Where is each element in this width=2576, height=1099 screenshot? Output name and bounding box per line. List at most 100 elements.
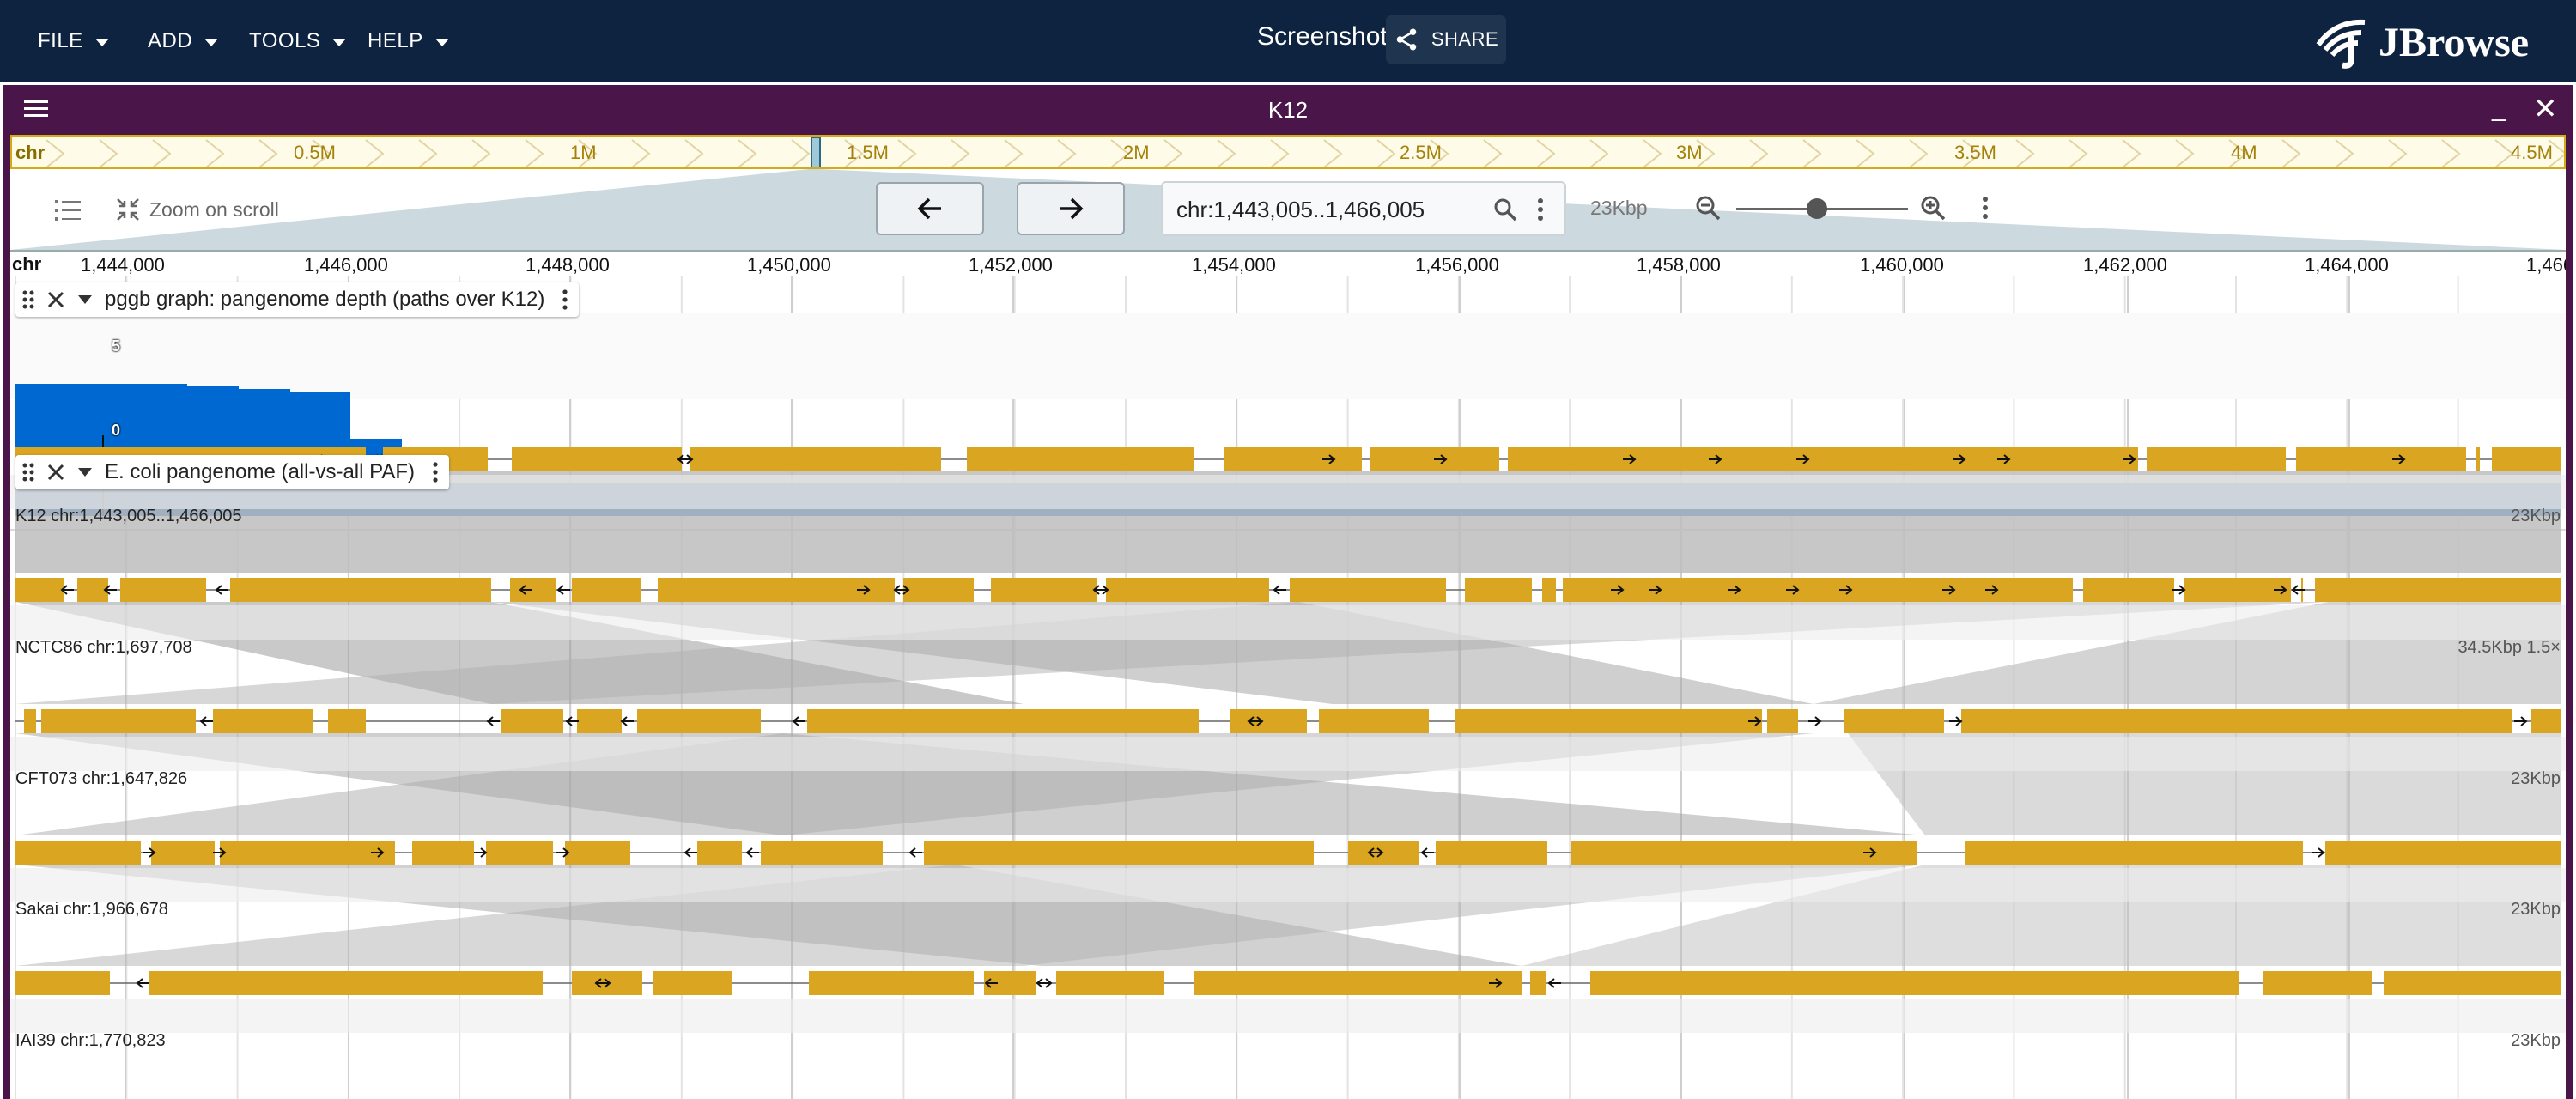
more-vert-icon[interactable] bbox=[1535, 197, 1546, 222]
location-text: chr:1,443,005..1,466,005 bbox=[1176, 197, 1425, 222]
pan-left-button[interactable] bbox=[876, 182, 984, 235]
dropdown-icon[interactable] bbox=[77, 467, 93, 477]
caret-down-icon bbox=[332, 39, 347, 46]
linear-genome-view: K12 _ ✕ chr 0.5M 1M 1.5M 2M 2.5M 3M 3.5M… bbox=[3, 85, 2573, 1099]
overview-chevron bbox=[2175, 139, 2195, 167]
zoom-in-icon[interactable] bbox=[1918, 193, 1947, 222]
synteny-feature bbox=[2476, 447, 2480, 471]
strand-arrow bbox=[1092, 585, 1106, 595]
synteny-row-label[interactable]: Sakai chr:1,966,678 bbox=[15, 900, 168, 919]
zoom-out-icon[interactable] bbox=[1693, 193, 1722, 222]
depth-track-background bbox=[10, 313, 2566, 399]
overview-chevron bbox=[631, 139, 651, 167]
strand-arrow bbox=[1863, 847, 1877, 858]
strand-arrow bbox=[60, 585, 74, 595]
overview-chevron bbox=[418, 139, 438, 167]
strand-arrow bbox=[1985, 585, 1999, 595]
row-strip bbox=[10, 999, 2566, 1033]
synteny-feature bbox=[1056, 971, 1164, 995]
synteny-feature bbox=[1455, 709, 1762, 733]
menu-help-label: HELP bbox=[368, 29, 423, 52]
overview-highlight[interactable] bbox=[811, 137, 821, 167]
menu-file[interactable]: FILE bbox=[38, 24, 109, 58]
synteny-feature bbox=[1508, 447, 2138, 471]
menu-tools-label: TOOLS bbox=[249, 29, 321, 52]
overview-scalebar[interactable]: chr 0.5M 1M 1.5M 2M 2.5M 3M 3.5M 4M 4.5M bbox=[10, 135, 2566, 169]
synteny-feature bbox=[2531, 709, 2561, 733]
overview-tick: 2M bbox=[1123, 142, 1150, 163]
more-vert-icon[interactable] bbox=[560, 288, 570, 311]
strand-arrow bbox=[857, 585, 871, 595]
synteny-feature bbox=[1290, 578, 1446, 602]
strand-arrow bbox=[1839, 585, 1853, 595]
pan-right-button[interactable] bbox=[1017, 182, 1125, 235]
synteny-row-label[interactable]: CFT073 chr:1,647,826 bbox=[15, 769, 188, 788]
row-strip bbox=[10, 737, 2566, 771]
strand-arrow bbox=[594, 978, 608, 988]
view-title: K12 bbox=[1267, 97, 1309, 123]
synteny-feature bbox=[220, 841, 395, 865]
overview-chevron bbox=[1430, 139, 1449, 167]
dropdown-icon[interactable] bbox=[77, 294, 93, 305]
synteny-feature bbox=[1465, 578, 1532, 602]
synteny-row-label[interactable]: IAI39 chr:1,770,823 bbox=[15, 1031, 166, 1050]
close-icon[interactable]: ✕ bbox=[2533, 93, 2558, 125]
drag-handle-icon[interactable] bbox=[22, 462, 34, 483]
menu-tools[interactable]: TOOLS bbox=[249, 24, 347, 58]
synteny-feature bbox=[1106, 578, 1269, 602]
strand-arrow bbox=[1709, 454, 1722, 464]
overview-tick: 4.5M bbox=[2511, 142, 2553, 163]
synteny-feature bbox=[1194, 971, 1522, 995]
strand-arrow bbox=[1547, 978, 1561, 988]
menu-add[interactable]: ADD bbox=[148, 24, 219, 58]
strand-arrow bbox=[1796, 454, 1810, 464]
strand-arrow bbox=[1322, 454, 1336, 464]
track-label-synteny: E. coli pangenome (all-vs-all PAF) bbox=[15, 455, 450, 489]
share-button[interactable]: SHARE bbox=[1386, 15, 1506, 64]
location-search-input[interactable]: chr:1,443,005..1,466,005 bbox=[1161, 181, 1566, 236]
strand-arrow bbox=[745, 847, 759, 858]
track-close-icon[interactable] bbox=[46, 463, 65, 482]
more-vert-icon[interactable] bbox=[430, 461, 440, 483]
ruler-tick-label: 1,446,000 bbox=[304, 254, 388, 276]
zoom-on-scroll-label: Zoom on scroll bbox=[149, 197, 279, 221]
menu-add-label: ADD bbox=[148, 29, 193, 52]
more-vert-icon[interactable] bbox=[1980, 195, 1990, 221]
strand-arrow bbox=[2172, 585, 2186, 595]
minimize-icon[interactable]: _ bbox=[2492, 94, 2506, 122]
zoom-on-scroll-toggle[interactable]: Zoom on scroll bbox=[115, 197, 279, 222]
synteny-feature bbox=[213, 709, 313, 733]
session-title[interactable]: Screenshot bbox=[1257, 22, 1388, 51]
synteny-feature bbox=[328, 709, 366, 733]
overview-chevron bbox=[2228, 139, 2248, 167]
menu-help[interactable]: HELP bbox=[368, 24, 449, 58]
overview-chevron bbox=[1536, 139, 1556, 167]
caret-down-icon bbox=[94, 39, 109, 46]
synteny-row-label[interactable]: K12 chr:1,443,005..1,466,005 bbox=[15, 507, 242, 525]
strand-arrow bbox=[213, 847, 227, 858]
overview-chevron bbox=[1217, 139, 1236, 167]
strand-arrow bbox=[486, 716, 500, 726]
hamburger-icon[interactable] bbox=[22, 97, 50, 121]
search-icon[interactable] bbox=[1492, 197, 1518, 222]
overview-chr-label: chr bbox=[15, 142, 46, 163]
overview-chevron bbox=[2335, 139, 2354, 167]
overview-tick: 0.5M bbox=[294, 142, 336, 163]
synteny-feature bbox=[15, 841, 141, 865]
synteny-feature bbox=[41, 709, 196, 733]
synteny-row-label[interactable]: NCTC86 chr:1,697,708 bbox=[15, 638, 192, 657]
drag-handle-icon[interactable] bbox=[22, 289, 34, 310]
overview-chevron bbox=[1962, 139, 1982, 167]
track-close-icon[interactable] bbox=[46, 290, 65, 309]
synteny-feature bbox=[1571, 841, 1917, 865]
synteny-feature bbox=[1530, 971, 1546, 995]
overview-chevron bbox=[1643, 139, 1662, 167]
strand-arrow bbox=[1949, 716, 1963, 726]
ruler-tick-label: 1,450,000 bbox=[747, 254, 831, 276]
overview-chevron bbox=[1909, 139, 1929, 167]
strand-arrow bbox=[1728, 585, 1741, 595]
track-list-icon[interactable] bbox=[53, 197, 82, 224]
zoom-slider-thumb[interactable] bbox=[1807, 198, 1827, 219]
synteny-feature bbox=[761, 841, 883, 865]
